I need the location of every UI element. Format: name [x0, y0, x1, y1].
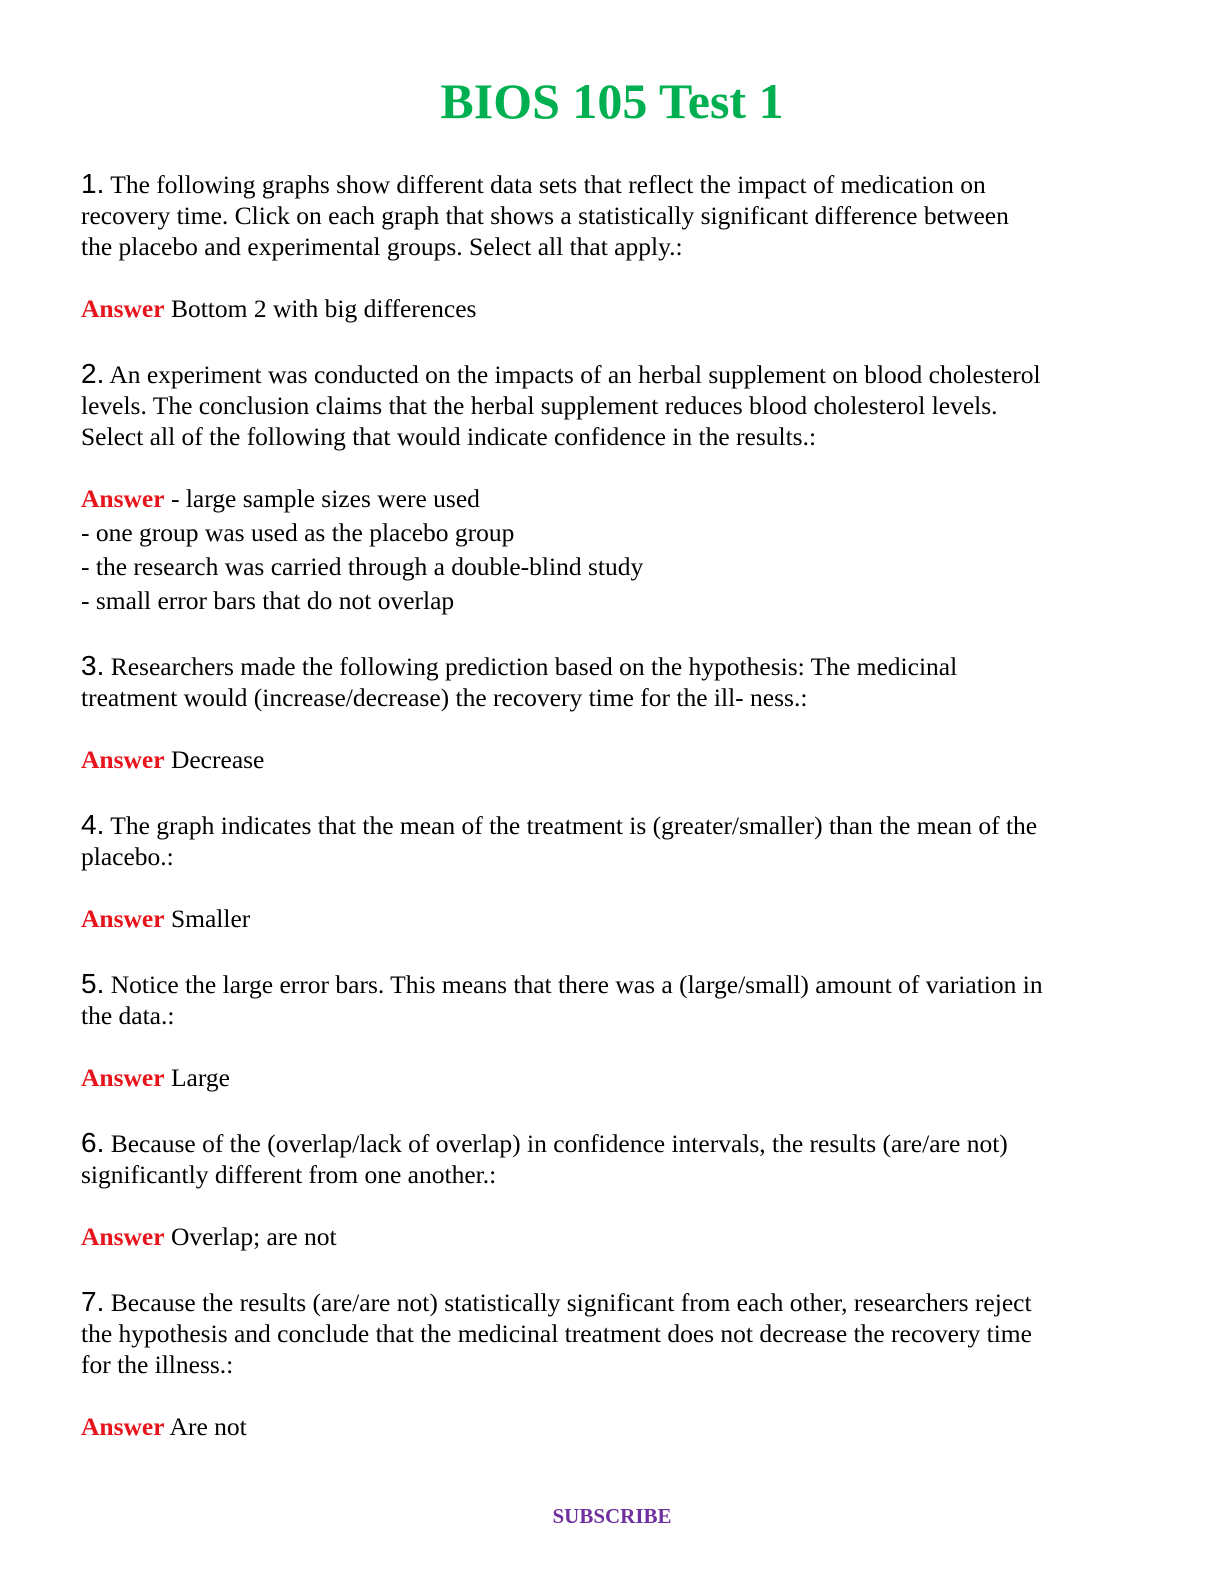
question-number: 6. [81, 1127, 105, 1158]
question-text: the placebo and experimental groups. Sel… [81, 232, 683, 261]
question-line: recovery time. Click on each graph that … [81, 200, 1141, 231]
question-text: recovery time. Click on each graph that … [81, 201, 1009, 230]
question-text: Because the results (are/are not) statis… [110, 1288, 1032, 1317]
answer-text: Smaller [170, 904, 251, 933]
answer: Answer Decrease [81, 743, 1141, 777]
question: 6. Because of the (overlap/lack of overl… [81, 1127, 1141, 1190]
answer: Answer Are not [81, 1410, 1141, 1444]
answer-line: Answer Overlap; are not [81, 1220, 1141, 1254]
question-line: Select all of the following that would i… [81, 421, 1141, 452]
answer-label: Answer [81, 1222, 165, 1251]
answer-line: Answer Bottom 2 with big differences [81, 292, 1141, 326]
question: 1. The following graphs show different d… [81, 168, 1141, 262]
question-line: 3. Researchers made the following predic… [81, 650, 1141, 682]
question-text: Researchers made the following predictio… [110, 652, 958, 681]
answer-line: - the research was carried through a dou… [81, 550, 1141, 584]
title: BIOS 105 Test 1 [440, 73, 784, 129]
answer-text: Overlap; are not [170, 1222, 337, 1251]
question: 5. Notice the large error bars. This mea… [81, 968, 1141, 1031]
question-number: 3. [81, 650, 105, 681]
question-line: 1. The following graphs show different d… [81, 168, 1141, 200]
question-line: the hypothesis and conclude that the med… [81, 1318, 1141, 1349]
question-line: placebo.: [81, 841, 1141, 872]
answer-label: Answer [81, 484, 165, 513]
question-line: 4. The graph indicates that the mean of … [81, 809, 1141, 841]
answer-label: Answer [81, 294, 165, 323]
question-number: 5. [81, 968, 105, 999]
answer-text: Are not [169, 1412, 247, 1441]
answer: Answer Large [81, 1061, 1141, 1095]
question-number: 1. [81, 168, 105, 199]
answer-text: - one group was used as the placebo grou… [81, 518, 515, 547]
question-text: The graph indicates that the mean of the… [110, 811, 1038, 840]
question-line: 5. Notice the large error bars. This mea… [81, 968, 1141, 1000]
answer-text: Bottom 2 with big differences [170, 294, 477, 323]
question-text: the hypothesis and conclude that the med… [81, 1319, 1032, 1348]
answer-label: Answer [81, 904, 165, 933]
question-line: 2. An experiment was conducted on the im… [81, 358, 1141, 390]
question-text: for the illness.: [81, 1350, 234, 1379]
question-text: Notice the large error bars. This means … [110, 970, 1043, 999]
answer-line: Answer - large sample sizes were used [81, 482, 1141, 516]
question-text: treatment would (increase/decrease) the … [81, 683, 808, 712]
answer-line: Answer Large [81, 1061, 1141, 1095]
question-line: treatment would (increase/decrease) the … [81, 682, 1141, 713]
answer: Answer - large sample sizes were used - o… [81, 482, 1141, 618]
question-line: the data.: [81, 1000, 1141, 1031]
question: 7. Because the results (are/are not) sta… [81, 1286, 1141, 1380]
subscribe-link[interactable]: SUBSCRIBE [552, 1504, 672, 1528]
question-text: Select all of the following that would i… [81, 422, 817, 451]
question-text: significantly different from one another… [81, 1160, 497, 1189]
answer-line: Answer Are not [81, 1410, 1141, 1444]
question-text: placebo.: [81, 842, 174, 871]
question-text: Because of the (overlap/lack of overlap)… [110, 1129, 1008, 1158]
answer: Answer Overlap; are not [81, 1220, 1141, 1254]
answer-line: Answer Smaller [81, 902, 1141, 936]
question: 4. The graph indicates that the mean of … [81, 809, 1141, 872]
answer-text: Large [170, 1063, 230, 1092]
answer-label: Answer [81, 1063, 165, 1092]
question-line: 6. Because of the (overlap/lack of overl… [81, 1127, 1141, 1159]
question: 2. An experiment was conducted on the im… [81, 358, 1141, 452]
answer: Answer Bottom 2 with big differences [81, 292, 1141, 326]
question-text: The following graphs show different data… [110, 170, 986, 199]
question-line: for the illness.: [81, 1349, 1141, 1380]
question: 3. Researchers made the following predic… [81, 650, 1141, 713]
question-line: levels. The conclusion claims that the h… [81, 390, 1141, 421]
question-line: 7. Because the results (are/are not) sta… [81, 1286, 1141, 1318]
question-number: 7. [81, 1286, 105, 1317]
question-line: the placebo and experimental groups. Sel… [81, 231, 1141, 262]
question-text: levels. The conclusion claims that the h… [81, 391, 998, 420]
answer-text: - the research was carried through a dou… [81, 552, 644, 581]
answer-label: Answer [81, 1412, 165, 1441]
answer-text: - large sample sizes were used [170, 484, 480, 513]
answer-text: - small error bars that do not overlap [81, 586, 455, 615]
questions: 1. The following graphs show different d… [81, 168, 1141, 1476]
answer-text: Decrease [170, 745, 265, 774]
answer-label: Answer [81, 745, 165, 774]
question-line: significantly different from one another… [81, 1159, 1141, 1190]
answer-line: - small error bars that do not overlap [81, 584, 1141, 618]
answer: Answer Smaller [81, 902, 1141, 936]
question-number: 2. [81, 358, 105, 389]
question-text: An experiment was conducted on the impac… [109, 360, 1041, 389]
question-text: the data.: [81, 1001, 175, 1030]
question-number: 4. [81, 809, 105, 840]
answer-line: - one group was used as the placebo grou… [81, 516, 1141, 550]
answer-line: Answer Decrease [81, 743, 1141, 777]
